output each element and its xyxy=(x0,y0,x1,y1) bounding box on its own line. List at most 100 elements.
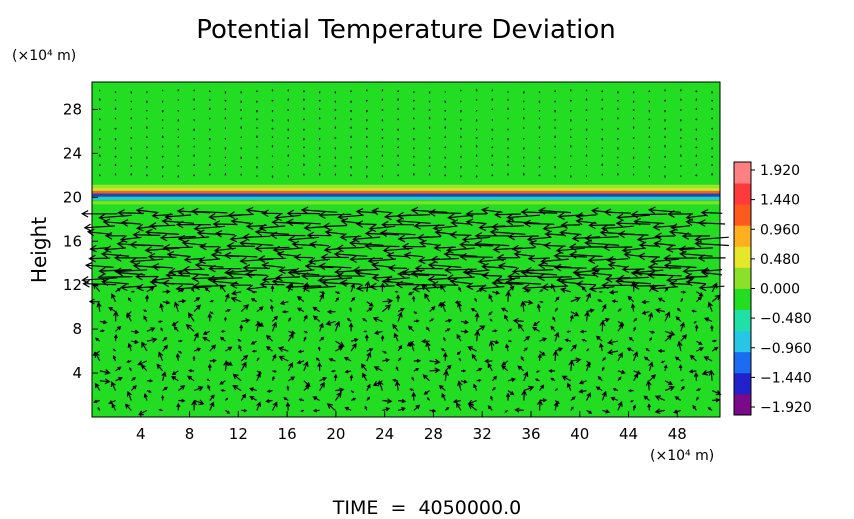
vector-arrow xyxy=(287,119,290,122)
vector-arrow xyxy=(474,312,480,322)
colorbar-segment xyxy=(734,309,751,332)
vector-arrow xyxy=(382,407,391,412)
vector-arrow xyxy=(632,109,635,111)
vector-arrow xyxy=(225,346,233,352)
vector-arrow xyxy=(695,146,698,149)
x-tick-label: 8 xyxy=(185,425,195,443)
vector-arrow xyxy=(318,211,352,219)
vector-arrow xyxy=(711,107,713,110)
vector-arrow xyxy=(193,304,201,313)
vector-arrow xyxy=(587,256,616,264)
vector-arrow xyxy=(641,310,650,315)
colorbar-label: −1.440 xyxy=(760,370,812,386)
vector-arrow xyxy=(303,138,305,141)
vector-arrow xyxy=(146,110,148,112)
vector-arrow xyxy=(481,271,503,280)
vector-arrow xyxy=(523,371,529,382)
vector-arrow xyxy=(381,220,415,229)
vector-arrow xyxy=(688,369,697,374)
vector-arrow xyxy=(628,336,635,342)
colorbar-segment xyxy=(734,393,751,416)
vector-arrow xyxy=(601,138,604,141)
vector-arrow xyxy=(318,107,321,110)
vector-arrow xyxy=(371,207,393,216)
vector-arrow xyxy=(350,110,352,113)
vector-arrow xyxy=(517,365,525,372)
vector-arrow xyxy=(393,332,399,342)
temperature-band xyxy=(92,188,720,192)
vector-arrow xyxy=(601,98,604,101)
vector-arrow xyxy=(303,336,307,342)
vector-arrow xyxy=(695,128,698,131)
vector-arrow xyxy=(585,392,591,401)
vector-arrow xyxy=(193,163,195,166)
vector-arrow xyxy=(449,231,472,239)
vector-arrow xyxy=(99,378,111,385)
vector-arrow xyxy=(225,308,231,313)
vector-arrow xyxy=(355,208,377,216)
vector-arrow xyxy=(664,385,675,392)
vector-arrow xyxy=(271,353,277,362)
vector-arrow xyxy=(550,283,556,293)
vector-arrow xyxy=(474,232,509,240)
vector-arrow xyxy=(303,146,305,149)
colorbar: 1.920 1.440 0.960 0.480 0.000 −0.480 −0.960 −1.… xyxy=(733,161,812,416)
vector-arrow xyxy=(568,243,604,251)
vector-arrow xyxy=(321,278,349,287)
vector-arrow xyxy=(346,318,352,322)
vector-arrow xyxy=(523,335,531,342)
vector-arrow xyxy=(334,147,337,150)
vector-arrow xyxy=(397,163,399,166)
vector-arrow xyxy=(476,288,484,293)
vector-arrow xyxy=(303,380,311,387)
vector-arrow xyxy=(170,376,179,382)
vector-arrow xyxy=(103,245,126,254)
vector-arrow xyxy=(382,358,391,363)
vector-arrow xyxy=(381,119,384,122)
vector-arrow xyxy=(412,163,415,166)
colorbar-segment xyxy=(734,267,751,289)
vector-arrow xyxy=(601,366,605,372)
vector-arrow xyxy=(173,325,179,332)
vector-arrow xyxy=(611,299,618,304)
x-tick-label: 36 xyxy=(521,425,540,443)
vector-arrow xyxy=(193,297,201,303)
vector-arrow xyxy=(586,360,592,365)
vector-arrow xyxy=(570,357,582,364)
vector-arrow xyxy=(680,290,687,294)
vector-arrow xyxy=(354,269,378,277)
vector-arrow xyxy=(350,338,359,343)
vector-arrow xyxy=(98,163,101,166)
vector-arrow xyxy=(177,88,180,92)
vector-arrow xyxy=(578,380,587,385)
vector-arrow xyxy=(695,118,698,121)
vector-arrow xyxy=(93,399,100,404)
vector-arrow xyxy=(112,348,116,352)
vector-arrow xyxy=(287,153,290,157)
colorbar-segment xyxy=(734,204,751,226)
vector-arrow xyxy=(630,280,637,292)
vector-arrow xyxy=(271,375,275,381)
vector-arrow xyxy=(585,88,588,92)
vector-arrow xyxy=(648,374,656,382)
plot-area xyxy=(80,81,729,418)
vector-arrow xyxy=(484,358,493,364)
vector-arrow xyxy=(187,375,195,382)
vector-arrow xyxy=(303,118,305,121)
vector-arrow xyxy=(458,240,494,249)
vector-arrow xyxy=(459,252,493,261)
vector-arrow xyxy=(166,250,189,259)
vector-arrow xyxy=(226,242,255,250)
vector-arrow xyxy=(475,137,478,139)
vector-arrow xyxy=(585,128,588,132)
vector-arrow xyxy=(491,154,494,157)
x-tick-label: 4 xyxy=(136,425,146,443)
vector-arrow xyxy=(505,392,511,401)
vector-arrow xyxy=(491,138,494,141)
vector-arrow xyxy=(397,357,402,362)
vector-arrow xyxy=(208,138,211,141)
x-tick-label: 44 xyxy=(619,425,638,443)
vector-arrow xyxy=(476,325,486,332)
vector-arrow xyxy=(161,371,167,381)
vector-arrow xyxy=(460,89,462,92)
